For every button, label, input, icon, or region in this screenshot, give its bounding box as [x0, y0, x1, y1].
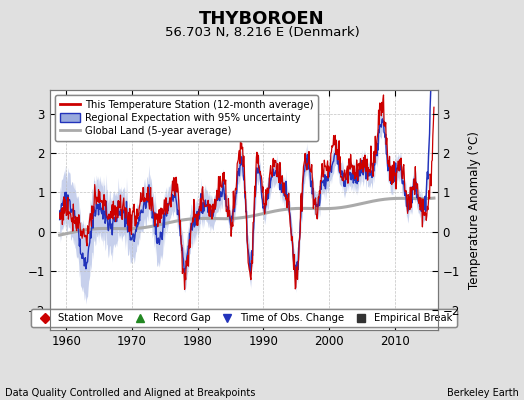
Legend: Station Move, Record Gap, Time of Obs. Change, Empirical Break: Station Move, Record Gap, Time of Obs. C… [30, 310, 457, 327]
Text: THYBOROEN: THYBOROEN [199, 10, 325, 28]
Y-axis label: Temperature Anomaly (°C): Temperature Anomaly (°C) [468, 131, 481, 289]
Text: Berkeley Earth: Berkeley Earth [447, 388, 519, 398]
Text: Data Quality Controlled and Aligned at Breakpoints: Data Quality Controlled and Aligned at B… [5, 388, 256, 398]
Text: 56.703 N, 8.216 E (Denmark): 56.703 N, 8.216 E (Denmark) [165, 26, 359, 39]
